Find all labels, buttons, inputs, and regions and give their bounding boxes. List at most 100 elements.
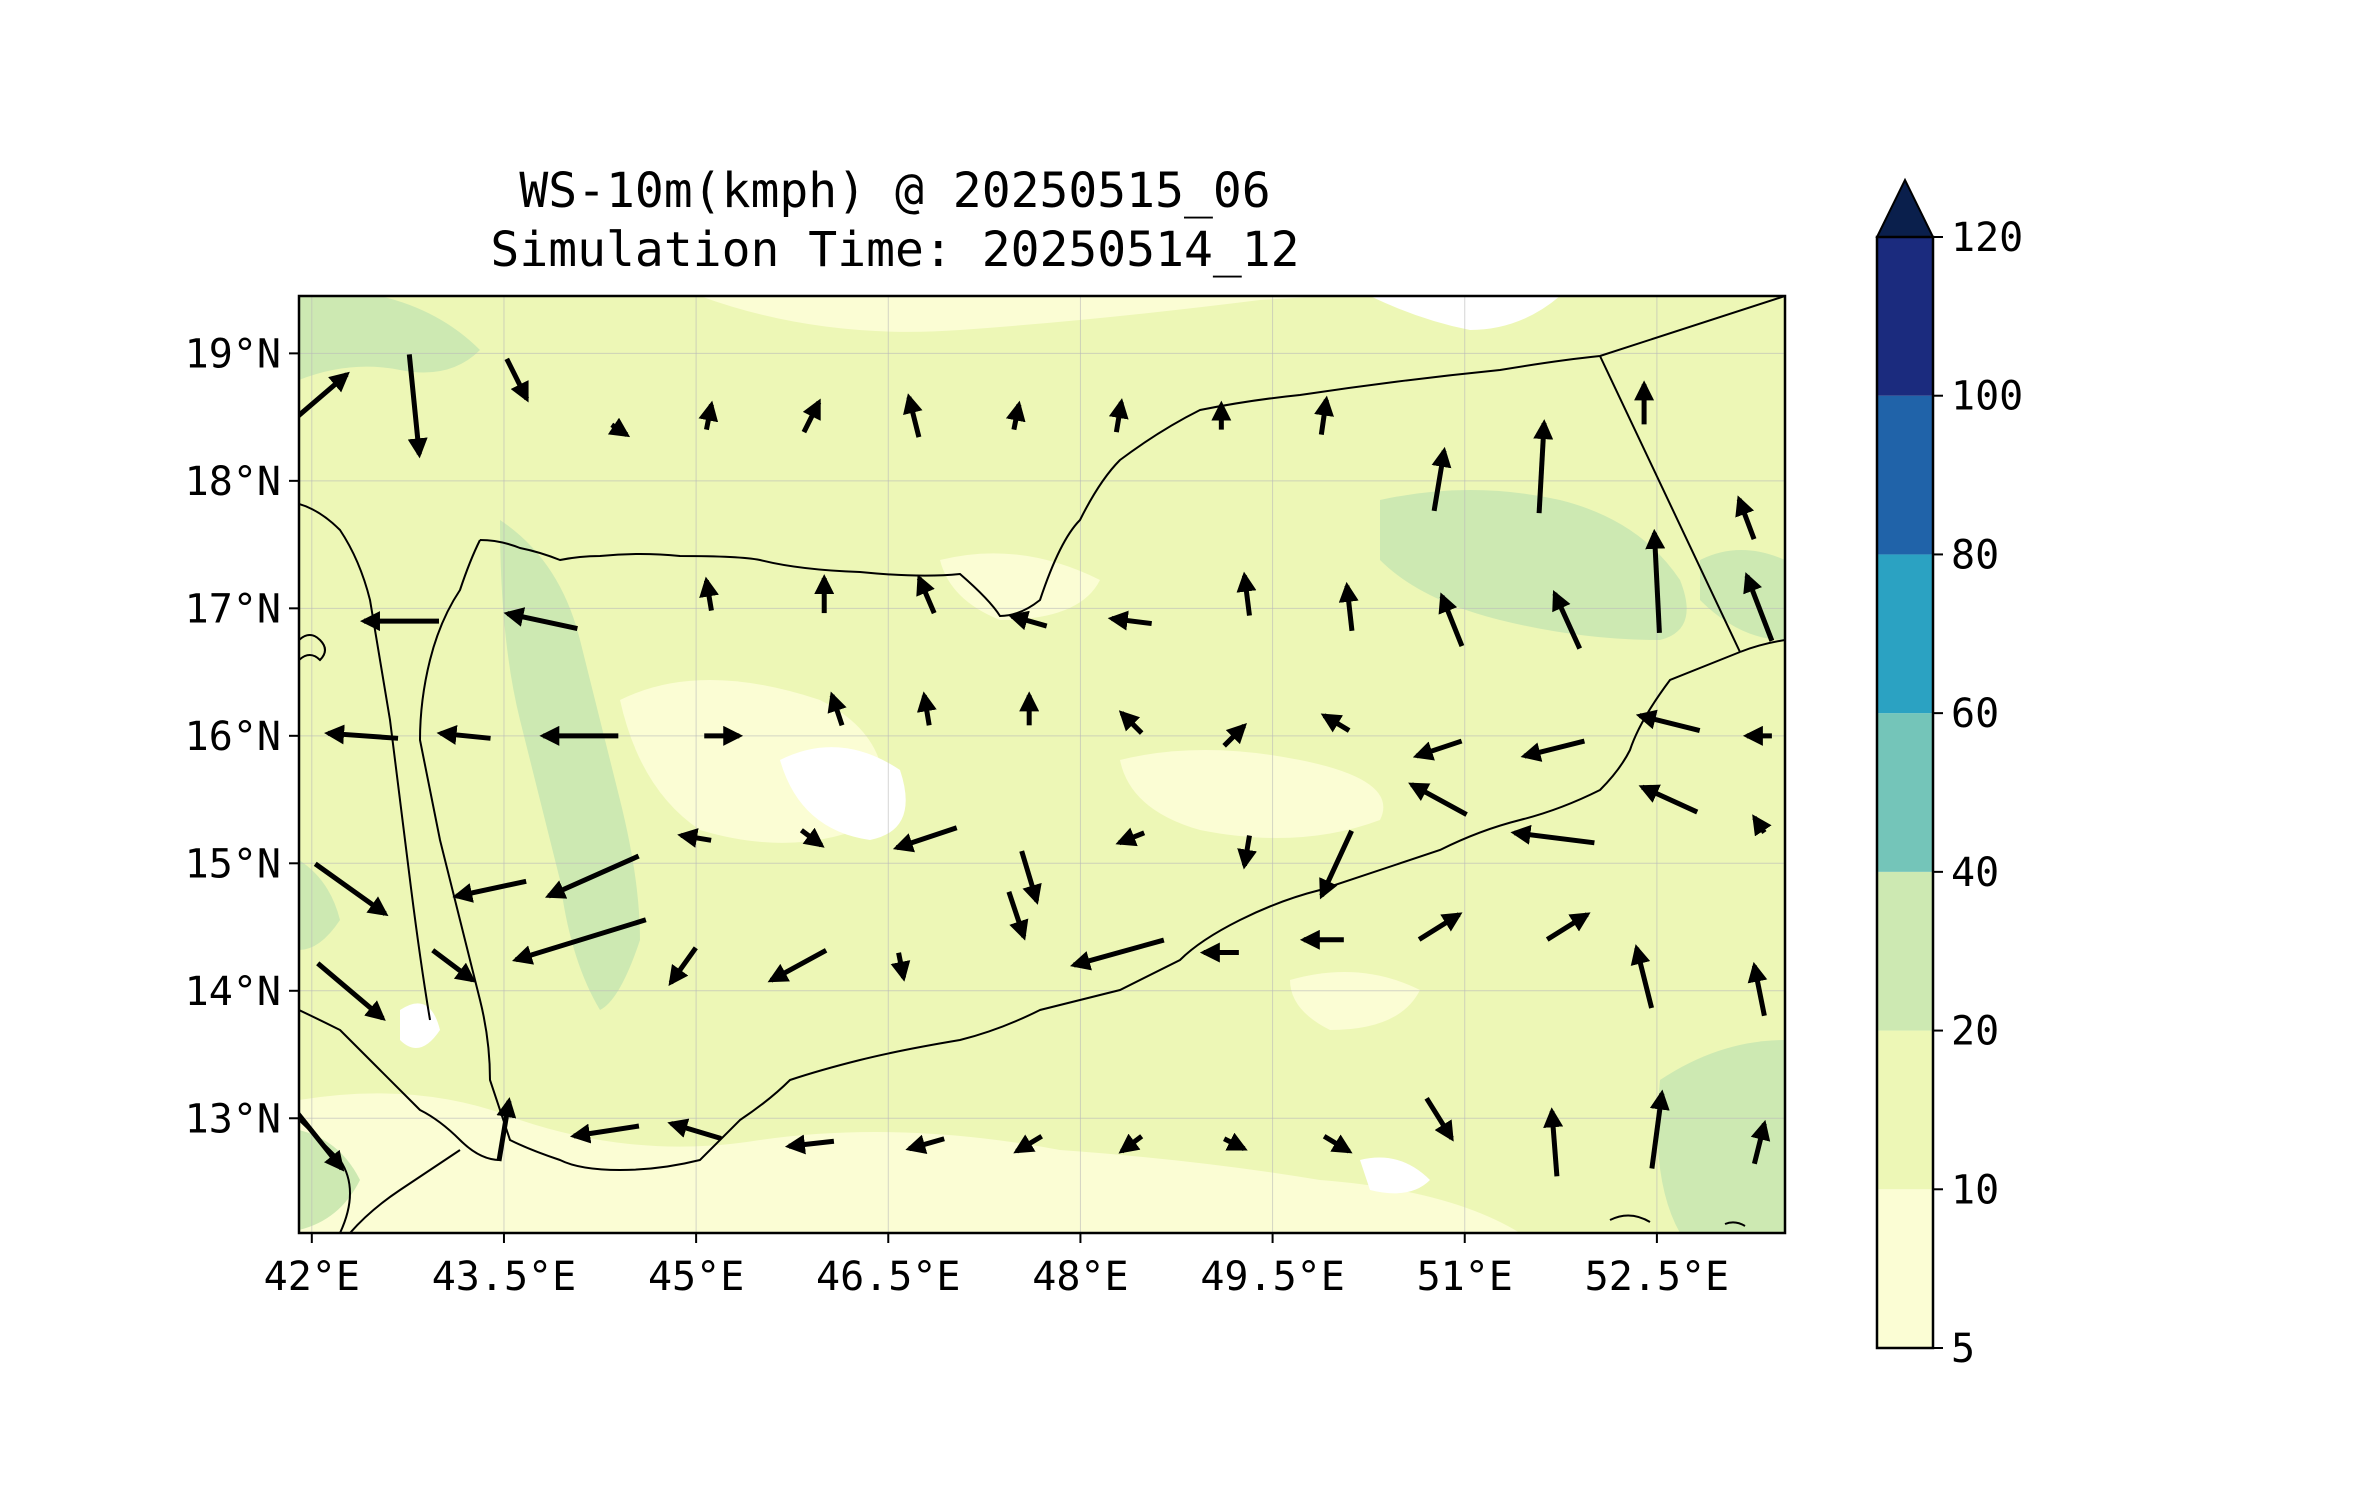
x-tick-label: 48°E [1032,1254,1128,1300]
wind-vector-arrow [1638,784,1699,815]
wind-vector-arrow [1319,829,1354,900]
colorbar-extend-arrow [1875,177,1935,238]
y-tick-label: 19°N [185,331,281,377]
wind-vector-arrow [1237,835,1257,870]
wind-vector-arrow [799,827,825,848]
wind-vector-arrow [431,948,476,983]
wind-vector-arrow [1645,528,1666,633]
colorbar-tick-label: 5 [1951,1326,1975,1372]
wind-vector-arrow [1005,400,1026,431]
wind-vector-arrow [1533,419,1554,514]
wind-vector-arrow [1417,912,1463,942]
wind-vector-arrow [892,825,958,853]
wind-vector-arrow [1735,495,1757,540]
wind-vector-arrow [299,1110,345,1172]
wind-vector-arrow [1006,891,1029,941]
colorbar-tick-label: 80 [1951,532,1999,578]
map-area [299,296,1785,1233]
figure-title-line-1: WS-10m(kmph) @ 20250515_06 [519,163,1271,219]
wind-vector-arrow [699,576,719,611]
wind-vector-arrow [452,878,527,903]
wind-vector-arrow [1520,738,1586,762]
wind-vector-arrow [496,1097,517,1162]
wind-vector-arrow [668,946,698,987]
wind-vector-arrow [1115,827,1146,847]
wind-vector-arrow [544,853,640,899]
wind-vector-arrow [1108,398,1129,433]
colorbar-segment [1877,395,1933,555]
coastlines-and-borders [299,296,1785,1233]
wind-vector-arrow [1007,610,1048,631]
colorbar-tick-label: 100 [1951,374,2023,420]
wind-vector-arrow [1630,944,1655,1009]
x-tick-label: 52.5°E [1585,1254,1730,1300]
wind-vector-arrow [1747,961,1768,1017]
wind-vector-field [299,354,1775,1177]
wind-vector-arrow [1019,850,1042,905]
wind-vector-arrow [504,357,530,403]
colorbar-segment [1877,713,1933,872]
y-tick-label: 16°N [185,714,281,760]
wind-vector-arrow [607,417,631,438]
y-tick-label: 18°N [185,459,281,505]
colorbar-tick-label: 20 [1951,1009,1999,1055]
wind-vector-arrow [1222,722,1247,748]
colorbar-tick-label: 40 [1951,850,1999,896]
wind-vector-arrow [827,691,847,727]
wind-vector-arrow [1424,1096,1454,1142]
wind-vector-arrow [1752,814,1772,837]
y-tick-label: 17°N [185,586,281,632]
colorbar-tick-label: 10 [1951,1167,1999,1213]
wind-vector-arrow [1314,395,1334,435]
wind-vector-arrow [890,952,911,982]
wind-vector-arrow [698,400,719,431]
wind-vector-arrow [905,1134,945,1154]
wind-vector-arrow [903,393,923,438]
figure-title-line-2: Simulation Time: 20250514_12 [490,222,1300,278]
y-axis-ticks: 13°N 14°N 15°N 16°N 17°N 18°N 19°N [185,331,299,1142]
map-frame [297,294,1787,1235]
wind-vector-arrow [1236,571,1257,616]
y-tick-label: 15°N [185,841,281,887]
wind-vector-arrow [1431,446,1452,512]
colorbar-segment [1877,237,1933,396]
colorbar-segment [1877,1189,1933,1348]
x-tick-label: 42°E [264,1254,360,1300]
wind-vector-arrow [1223,1132,1248,1151]
wind-vector-arrow [1412,738,1463,761]
wind-vector-arrow [1070,937,1165,971]
x-tick-label: 46.5°E [816,1254,961,1300]
colorbar-segment [1877,554,1933,714]
graticule [299,296,1785,1233]
colorbar-segment [1877,871,1933,1031]
x-tick-label: 51°E [1417,1254,1513,1300]
wind-vector-arrow [299,371,350,419]
x-tick-label: 43.5°E [432,1254,577,1300]
wind-vector-arrow [1649,1089,1670,1169]
x-tick-label: 45°E [648,1254,744,1300]
wind-vector-arrow [784,1134,835,1155]
y-tick-label: 14°N [185,969,281,1015]
wind-vector-arrow [512,917,647,965]
x-axis-ticks: 42°E 43.5°E 45°E 46.5°E 48°E 49.5°E 51°E 52.5°E [264,1233,1730,1300]
wind-vector-arrow [1107,610,1152,631]
wind-vector-arrow [1320,713,1351,733]
wind-vector-arrow [436,724,491,745]
wind-vector-arrow [1438,592,1465,648]
wind-vector-arrow [667,1118,722,1141]
wind-vector-arrow [1408,782,1468,817]
colorbar-tick-label: 120 [1951,215,2023,261]
wind-vector-arrow [1338,581,1359,632]
wind-vector-arrow [1118,1133,1144,1154]
wind-vector-arrow [1545,912,1591,942]
wind-vector-arrow [1322,1134,1353,1154]
wind-vector-arrow [1635,709,1701,733]
wind-vector-arrow [801,398,822,434]
wind-vector-arrow [916,574,937,615]
wind-vector-arrow [767,948,828,983]
wind-vector-arrow [569,1123,640,1144]
wind-vector-arrow [1510,824,1595,846]
wind-vector-arrow [324,724,399,745]
